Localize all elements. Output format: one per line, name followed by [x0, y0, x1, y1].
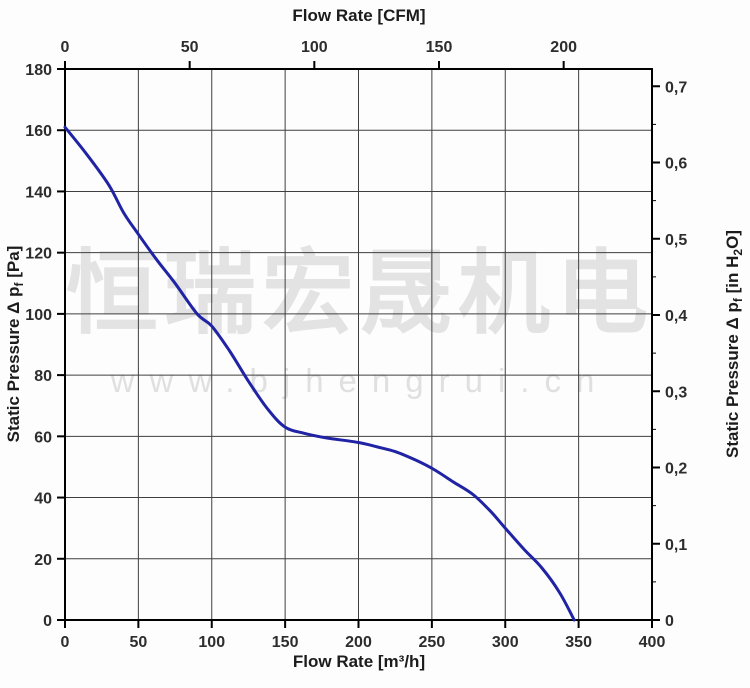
left-tick-label: 120 [25, 246, 52, 263]
left-tick-label: 40 [34, 491, 52, 508]
bottom-tick-label: 0 [61, 634, 70, 651]
series [63, 125, 576, 622]
bottom-tick-label: 50 [129, 634, 147, 651]
fan-performance-curve [63, 125, 576, 622]
bottom-tick-label: 100 [198, 634, 225, 651]
watermark-brand-text: 恒瑞宏晟机电 [65, 243, 654, 345]
right-tick-label: 0 [665, 613, 674, 630]
bottom-tick-label: 350 [565, 634, 592, 651]
left-tick-label: 20 [34, 552, 52, 569]
top-axis-title: Flow Rate [CFM] [0, 6, 718, 26]
right-tick-label: 0,3 [665, 384, 687, 401]
bottom-tick-label: 200 [345, 634, 372, 651]
left-axis-title: Static Pressure Δ pf [Pa] [3, 245, 27, 443]
gridlines [65, 69, 652, 620]
left-tick-label: 140 [25, 184, 52, 201]
top-tick-label: 150 [426, 39, 453, 56]
right-tick-label: 0,1 [665, 537, 687, 554]
right-tick-label: 0,2 [665, 461, 687, 478]
right-tick-label: 0,5 [665, 232, 687, 249]
left-tick-label: 60 [34, 429, 52, 446]
right-tick-label: 0,4 [665, 308, 687, 325]
top-axis: 0 50 100 150 200 [61, 39, 577, 69]
left-axis: 180 160 140 120 100 80 60 40 20 0 [25, 62, 65, 630]
watermark-url-text: www.bjhengrui.cn [110, 362, 610, 399]
right-tick-label: 0,6 [665, 156, 687, 173]
top-tick-label: 50 [181, 39, 199, 56]
bottom-axis-title: Flow Rate [m³/h] [0, 652, 718, 672]
right-axis: 0,7 0,6 0,5 0,4 0,3 0,2 0,1 0 [652, 79, 687, 630]
bottom-tick-label: 250 [419, 634, 446, 651]
left-tick-label: 180 [25, 62, 52, 79]
left-tick-label: 100 [25, 307, 52, 324]
bottom-axis: 0 50 100 150 200 250 300 350 400 [61, 620, 666, 651]
left-tick-label: 0 [43, 613, 52, 630]
top-axis-title-text: Flow Rate [CFM] [292, 6, 426, 25]
bottom-tick-label: 400 [639, 634, 666, 651]
left-tick-label: 160 [25, 123, 52, 140]
left-tick-label: 80 [34, 368, 52, 385]
bottom-tick-label: 150 [272, 634, 299, 651]
bottom-tick-label: 300 [492, 634, 519, 651]
bottom-axis-title-text: Flow Rate [m³/h] [292, 652, 426, 671]
right-axis-title: Static Pressure Δ pf [in H2O] [722, 230, 746, 458]
top-tick-label: 200 [550, 39, 577, 56]
top-tick-label: 0 [61, 39, 70, 56]
top-tick-label: 100 [301, 39, 328, 56]
right-tick-label: 0,7 [665, 79, 687, 96]
